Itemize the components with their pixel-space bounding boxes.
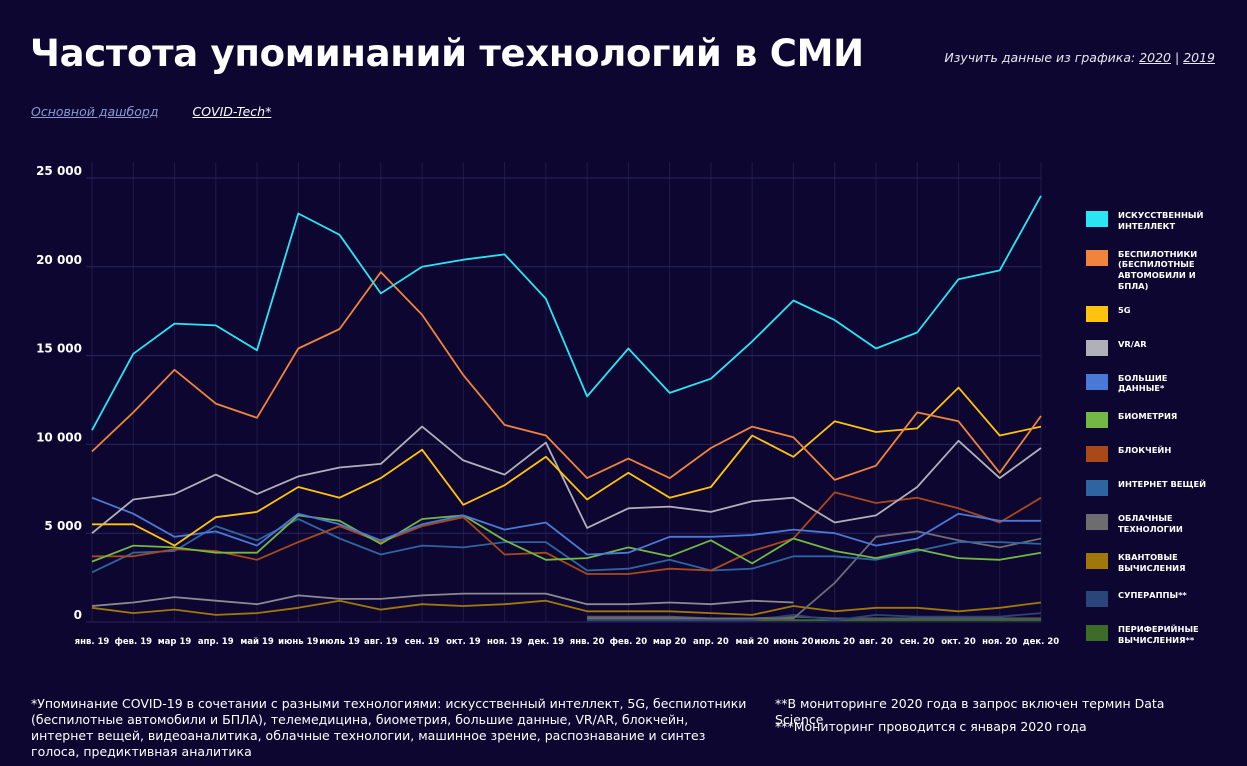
x-tick-label: дек. 19 bbox=[528, 637, 565, 647]
series-line bbox=[91, 592, 794, 607]
series-line bbox=[92, 491, 1042, 575]
dashboard-nav: Основной дашборд COVID-Tech* bbox=[31, 104, 301, 119]
legend-item: БИОМЕТРИЯ bbox=[1086, 411, 1216, 429]
legend-swatch bbox=[1086, 249, 1108, 266]
series-line bbox=[91, 518, 1042, 574]
series-line bbox=[91, 195, 1042, 431]
legend-label: БОЛЬШИЕ ДАННЫЕ* bbox=[1118, 372, 1168, 394]
legend-swatch bbox=[1086, 480, 1108, 497]
legend-label: КВАНТОВЫЕ ВЫЧИСЛЕНИЯ bbox=[1118, 551, 1186, 573]
explore-data-links: Изучить данные из графика: 2020 | 2019 bbox=[944, 50, 1215, 65]
series-line bbox=[91, 425, 1042, 534]
y-tick-label: 15 000 bbox=[36, 342, 82, 356]
x-tick-label: мар 20 bbox=[653, 637, 687, 647]
legend-label: БЛОКЧЕЙН bbox=[1118, 445, 1172, 456]
legend-item: КВАНТОВЫЕ ВЫЧИСЛЕНИЯ bbox=[1086, 552, 1216, 574]
legend-label: БИОМЕТРИЯ bbox=[1118, 411, 1178, 422]
legend-label: VR/AR bbox=[1118, 338, 1147, 349]
legend-swatch bbox=[1086, 446, 1108, 463]
x-tick-label: май 20 bbox=[735, 637, 769, 647]
legend-label: ПЕРИФЕРИЙНЫЕ ВЫЧИСЛЕНИЯ** bbox=[1118, 624, 1199, 646]
x-tick-label: ноя. 19 bbox=[487, 637, 522, 647]
x-tick-label: фев. 20 bbox=[610, 637, 648, 647]
series-line bbox=[587, 612, 1042, 622]
legend-swatch bbox=[1086, 552, 1108, 569]
x-tick-label: апр. 19 bbox=[198, 637, 234, 647]
legend-swatch bbox=[1086, 305, 1108, 322]
legend-swatch bbox=[1086, 412, 1108, 429]
y-tick-label: 20 000 bbox=[36, 253, 82, 267]
link-separator: | bbox=[1174, 50, 1180, 65]
x-tick-label: янв. 19 bbox=[75, 637, 110, 647]
covid-tech-link[interactable]: COVID-Tech* bbox=[192, 104, 272, 119]
y-tick-label: 10 000 bbox=[36, 430, 82, 444]
legend-swatch bbox=[1086, 373, 1108, 390]
x-tick-label: дек. 20 bbox=[1023, 637, 1060, 647]
legend-item: ОБЛАЧНЫЕ ТЕХНОЛОГИИ bbox=[1086, 513, 1216, 535]
legend-item: ИСКУССТВЕННЫЙ ИНТЕЛЛЕКТ bbox=[1086, 210, 1216, 232]
legend-label: ОБЛАЧНЫЕ ТЕХНОЛОГИИ bbox=[1118, 513, 1183, 535]
x-tick-label: мар 19 bbox=[158, 637, 192, 647]
explore-prefix: Изучить данные из графика: bbox=[944, 50, 1136, 65]
y-tick-label: 25 000 bbox=[36, 164, 82, 178]
series-layer bbox=[91, 195, 1042, 622]
x-tick-label: ноя. 20 bbox=[982, 637, 1017, 647]
x-tick-label: сен. 20 bbox=[900, 637, 935, 647]
footnote-covid: *Упоминание COVID-19 в сочетании с разны… bbox=[31, 696, 747, 759]
legend-item: БЕСПИЛОТНИКИ (БЕСПИЛОТНЫЕ АВТОМОБИЛИ И Б… bbox=[1086, 249, 1216, 292]
x-tick-label: янв. 20 bbox=[570, 637, 605, 647]
legend-swatch bbox=[1086, 625, 1108, 642]
link-2020[interactable]: 2020 bbox=[1139, 50, 1171, 65]
grid-layer bbox=[86, 162, 1042, 623]
legend-item: БЛОКЧЕЙН bbox=[1086, 445, 1216, 463]
x-tick-label: июль 19 bbox=[319, 637, 360, 647]
chart-legend: ИСКУССТВЕННЫЙ ИНТЕЛЛЕКТ БЕСПИЛОТНИКИ (БЕС… bbox=[1086, 210, 1216, 663]
footnote-data-science: **В мониторинге 2020 года в запрос включ… bbox=[775, 696, 1165, 727]
legend-item: ПЕРИФЕРИЙНЫЕ ВЫЧИСЛЕНИЯ** bbox=[1086, 624, 1216, 646]
main-dashboard-link[interactable]: Основной дашборд bbox=[31, 104, 159, 119]
legend-label: ИНТЕРНЕТ ВЕЩЕЙ bbox=[1118, 479, 1207, 490]
x-tick-label: авг. 20 bbox=[859, 637, 893, 647]
page-title: Частота упоминаний технологий в СМИ bbox=[30, 32, 864, 75]
y-tick-label: 0 bbox=[74, 608, 82, 622]
line-chart: 0 5 000 10 000 15 000 20 000 25 000 янв. 19 фев… bbox=[36, 162, 1059, 647]
legend-swatch bbox=[1086, 211, 1108, 227]
series-line bbox=[91, 514, 1042, 565]
x-tick-label: окт. 20 bbox=[941, 637, 976, 647]
legend-item: БОЛЬШИЕ ДАННЫЕ* bbox=[1086, 373, 1216, 395]
footnote-monitoring: ***Мониторинг проводится с января 2020 г… bbox=[775, 719, 1087, 734]
x-tick-label: сен. 19 bbox=[405, 637, 440, 647]
series-line bbox=[91, 599, 1042, 616]
axis-layer: 0 5 000 10 000 15 000 20 000 25 000 янв. 19 фев… bbox=[36, 164, 1059, 647]
legend-label: 5G bbox=[1118, 304, 1131, 315]
x-tick-label: апр. 20 bbox=[693, 637, 729, 647]
y-tick-label: 5 000 bbox=[44, 519, 82, 533]
x-tick-label: июль 20 bbox=[814, 637, 855, 647]
legend-label: БЕСПИЛОТНИКИ (БЕСПИЛОТНЫЕ АВТОМОБИЛИ И Б… bbox=[1118, 248, 1198, 291]
x-tick-label: окт. 19 bbox=[446, 637, 481, 647]
x-tick-label: авг. 19 bbox=[364, 637, 398, 647]
legend-swatch bbox=[1086, 339, 1108, 356]
legend-item: ИНТЕРНЕТ ВЕЩЕЙ bbox=[1086, 479, 1216, 497]
series-line bbox=[91, 271, 1042, 481]
legend-swatch bbox=[1086, 514, 1108, 531]
x-tick-label: фев. 19 bbox=[114, 637, 152, 647]
series-line bbox=[92, 386, 1042, 547]
legend-swatch bbox=[1086, 591, 1108, 608]
x-tick-label: май 19 bbox=[240, 637, 274, 647]
link-2019[interactable]: 2019 bbox=[1183, 50, 1215, 65]
legend-label: ИСКУССТВЕННЫЙ ИНТЕЛЛЕКТ bbox=[1118, 210, 1204, 231]
x-tick-label: июнь 19 bbox=[278, 637, 318, 647]
legend-item: VR/AR bbox=[1086, 339, 1216, 356]
legend-item: 5G bbox=[1086, 305, 1216, 322]
legend-item: СУПЕРАППЫ** bbox=[1086, 590, 1216, 608]
x-tick-label: июнь 20 bbox=[773, 637, 813, 647]
legend-label: СУПЕРАППЫ** bbox=[1118, 590, 1187, 601]
series-line bbox=[91, 496, 1041, 556]
